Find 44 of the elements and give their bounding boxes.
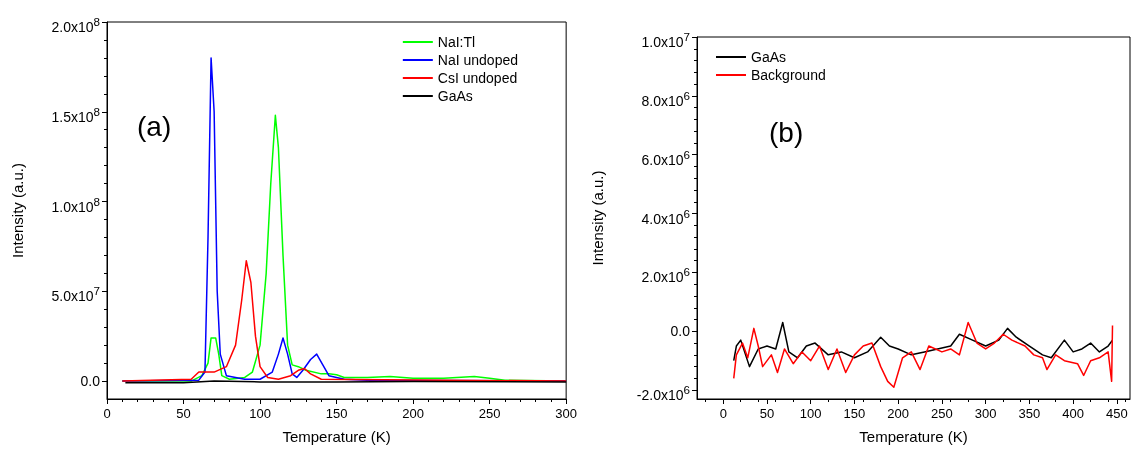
x-tick-label: 100 — [799, 406, 822, 421]
line-series — [732, 321, 1114, 388]
y-tick-label: 5.0x10$^{7}$ — [51, 283, 100, 305]
y-tick-label: 4.0x10$^{6}$ — [641, 205, 690, 228]
x-tick-label: 300 — [974, 406, 997, 421]
x-tick-label: 250 — [931, 406, 953, 421]
annotation: (a) — [137, 110, 172, 142]
x-axis-title: Temperature (K) — [282, 428, 391, 445]
y-tick-label: 8.0x10$^{6}$ — [641, 87, 690, 110]
x-tick-label: 0 — [719, 406, 727, 421]
x-tick-label: 250 — [478, 406, 501, 421]
legend-label: NaI undoped — [437, 52, 519, 68]
x-tick-label: 200 — [402, 406, 424, 421]
y-tick-label: 1.5x10$^{8}$ — [51, 103, 100, 126]
y-tick-label: -2.0x10$^{6}$ — [636, 382, 690, 404]
line-series — [121, 260, 567, 382]
x-tick-label: 50 — [759, 406, 775, 421]
x-axis-title: Temperature (K) — [859, 428, 968, 445]
x-tick-label: 150 — [325, 406, 348, 421]
y-tick-label: 2.0x10$^{6}$ — [641, 264, 690, 287]
x-tick-label: 400 — [1062, 406, 1084, 421]
y-tick-label: 1.0x10$^{8}$ — [51, 193, 100, 216]
legend-label: CsI undoped — [437, 70, 518, 86]
y-tick-label: 0.0 — [80, 372, 100, 391]
line-series — [732, 321, 1114, 368]
y-axis-title: Intensity (a.u.) — [589, 170, 606, 266]
x-tick-label: 0 — [103, 406, 111, 421]
x-tick-label: 200 — [887, 406, 910, 421]
y-tick-label: 1.0x10$^{7}$ — [641, 29, 690, 51]
y-tick-label: 6.0x10$^{6}$ — [641, 146, 690, 169]
x-tick-label: 300 — [555, 406, 578, 421]
annotation: (b) — [769, 116, 804, 148]
legend-label: Background — [751, 67, 826, 83]
x-tick-label: 100 — [249, 406, 271, 421]
legend-label: NaI:Tl — [437, 34, 476, 50]
x-tick-label: 50 — [176, 406, 191, 421]
x-tick-label: 450 — [1106, 406, 1128, 421]
y-tick-label: 2.0x10$^{8}$ — [51, 14, 100, 36]
y-tick-label: 0.0 — [670, 322, 690, 341]
x-tick-label: 150 — [843, 406, 866, 421]
y-axis-title: Intensity (a.u.) — [9, 162, 26, 259]
x-tick-label: 350 — [1018, 406, 1041, 421]
legend-label: GaAs — [751, 49, 787, 65]
legend-label: GaAs — [437, 88, 473, 104]
